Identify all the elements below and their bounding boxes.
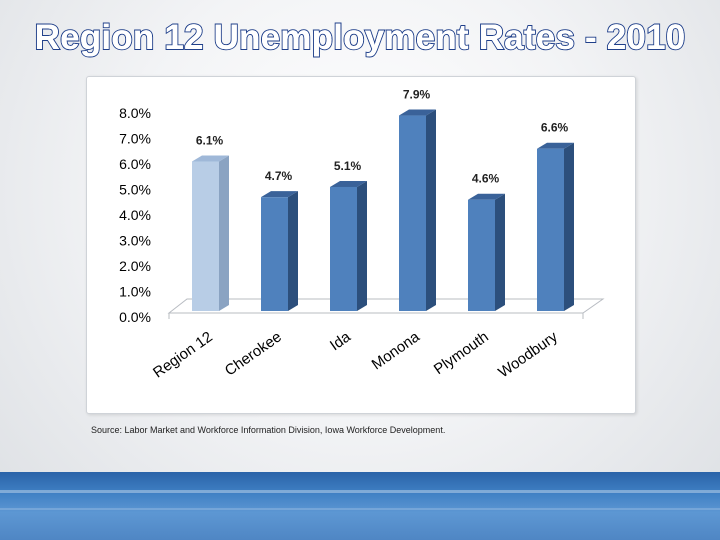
bar [399,115,426,311]
slide-title-outline: Region 12 Unemployment Rates - 2010 [34,17,687,58]
y-tick-label: 8.0% [119,105,151,121]
y-tick-label: 1.0% [119,284,151,300]
bar-top [537,142,574,149]
band-stripe [0,490,720,493]
bar-side [219,155,229,311]
x-tick-label: Monona [369,328,424,373]
x-tick-label: Ida [327,328,354,354]
bar [192,161,219,311]
bar [537,148,564,311]
slide-title: Region 12 Unemployment Rates - 2010 Regi… [0,17,720,58]
bar-side [357,180,367,311]
bar [261,197,288,311]
bar-side [564,142,574,311]
y-tick-label: 2.0% [119,258,151,274]
data-label: 6.1% [196,133,224,147]
bar-side [426,109,436,311]
y-tick-label: 7.0% [119,131,151,147]
bar-side [495,193,505,311]
bar-top [468,193,505,200]
data-label: 4.6% [472,172,500,186]
slide-title-fill: Region 12 Unemployment Rates - 2010 [34,18,686,57]
x-tick-label: Cherokee [222,328,285,379]
band-stripe-lower [0,508,720,510]
bar-top [192,155,229,162]
bar [468,199,495,311]
data-label: 7.9% [403,88,431,102]
bar-top [330,180,367,187]
x-tick-label: Plymouth [431,328,492,378]
bar-chart: 0.0% 1.0% 2.0% 3.0% 4.0% 5.0% 6.0% 7.0% 8.0% 6.1%… [119,88,605,382]
x-tick-label: Woodbury [495,328,561,381]
x-tick-label: Region 12 [150,328,216,381]
bar-top [261,191,298,198]
y-tick-label: 4.0% [119,207,151,223]
y-tick-label: 3.0% [119,233,151,249]
source-note: Source: Labor Market and Workforce Infor… [91,425,446,435]
bottom-band [0,472,720,540]
data-label: 4.7% [265,169,293,183]
chart-frame: 0.0% 1.0% 2.0% 3.0% 4.0% 5.0% 6.0% 7.0% 8.0% 6.1%… [86,76,636,414]
data-label: 5.1% [334,159,362,173]
y-tick-label: 5.0% [119,182,151,198]
bar [330,186,357,311]
y-tick-label: 6.0% [119,156,151,172]
bar-top [399,109,436,116]
y-tick-label: 0.0% [119,309,151,325]
bar-side [288,191,298,311]
data-label: 6.6% [541,121,569,135]
